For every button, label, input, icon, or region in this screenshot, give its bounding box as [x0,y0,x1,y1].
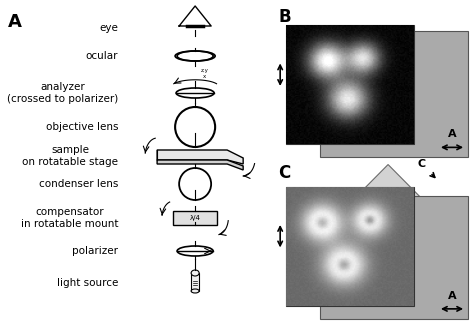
Bar [173,211,217,225]
Bar [191,273,199,291]
Text: z,y: z,y [201,68,209,73]
Text: light source: light source [57,278,118,288]
Text: P: P [288,231,296,241]
Bar [286,187,414,306]
Text: λ/4: λ/4 [190,215,201,221]
Polygon shape [157,160,243,170]
Bar [286,25,414,144]
Bar [320,31,468,157]
Text: C: C [278,163,291,182]
Polygon shape [157,150,243,164]
Ellipse shape [191,270,199,276]
Text: compensator
in rotatable mount: compensator in rotatable mount [20,207,118,229]
Text: eye: eye [99,23,118,33]
Text: polarizer: polarizer [72,246,118,256]
Text: x: x [203,74,206,79]
Text: A: A [8,13,22,31]
Text: analyzer
(crossed to polarizer): analyzer (crossed to polarizer) [7,82,118,104]
Text: objective lens: objective lens [46,122,118,132]
Bar [320,196,468,319]
Text: sample
on rotatable stage: sample on rotatable stage [22,145,118,167]
Text: B: B [278,8,291,26]
Text: A: A [448,291,456,301]
Text: ocular: ocular [86,51,118,61]
Text: condenser lens: condenser lens [39,179,118,189]
Polygon shape [336,164,440,269]
Text: A: A [448,129,456,139]
Text: P: P [288,70,296,80]
Text: C: C [418,159,426,169]
Ellipse shape [191,289,199,293]
